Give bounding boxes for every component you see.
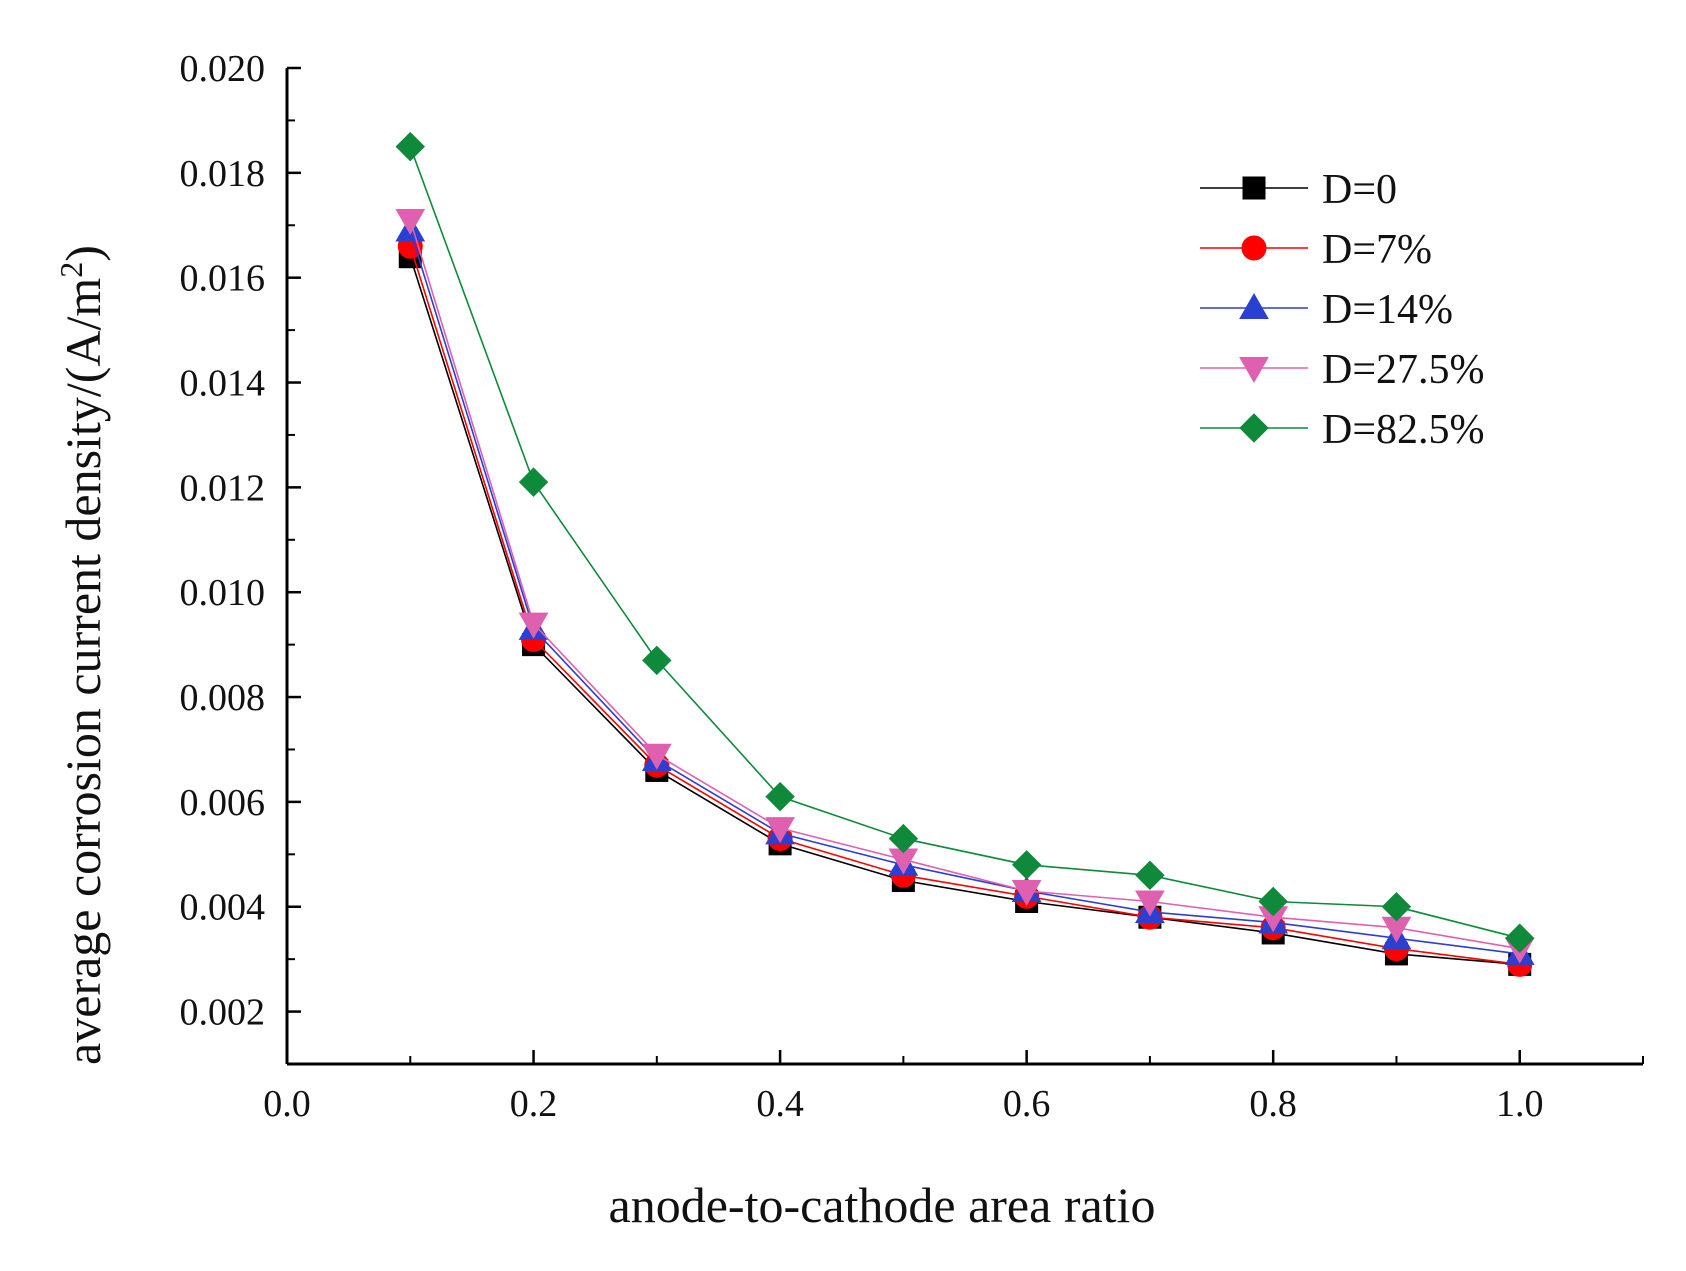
y-tick-label: 0.008 bbox=[180, 677, 266, 719]
data-point bbox=[888, 823, 919, 854]
x-tick-label: 0.0 bbox=[263, 1083, 311, 1125]
x-tick-label: 0.4 bbox=[756, 1083, 804, 1125]
data-point bbox=[518, 612, 549, 639]
legend-item: D=27.5% bbox=[1200, 347, 1485, 393]
data-point bbox=[395, 209, 426, 236]
series-line bbox=[409, 256, 1520, 966]
data-point bbox=[1011, 850, 1042, 880]
y-tick-label: 0.016 bbox=[180, 258, 266, 300]
legend-label: D=7% bbox=[1322, 227, 1432, 273]
series-line bbox=[409, 245, 1520, 966]
y-tick-label: 0.020 bbox=[180, 48, 266, 90]
data-point bbox=[765, 781, 795, 812]
legend-label: D=27.5% bbox=[1322, 347, 1485, 393]
legend-item: D=0 bbox=[1200, 167, 1397, 213]
series-line bbox=[409, 146, 1520, 939]
legend-marker bbox=[1239, 292, 1269, 319]
data-point bbox=[1011, 880, 1042, 907]
x-tick-label: 0.8 bbox=[1249, 1083, 1297, 1125]
series-layer bbox=[395, 131, 1535, 977]
y-tick-label: 0.014 bbox=[180, 363, 266, 405]
legend-label: D=14% bbox=[1322, 287, 1453, 333]
y-axis-title: average corrosion current density/(A/m2) bbox=[53, 245, 111, 1065]
axes: 0.0 0.2 0.4 0.6 0.8 1.0 0.002 0.004 0.006 0.008 0.… bbox=[180, 48, 1644, 1125]
legend-item: D=7% bbox=[1200, 227, 1432, 273]
data-point bbox=[765, 817, 795, 844]
x-tick-label: 0.2 bbox=[510, 1083, 558, 1125]
y-axis-title-main: average corrosion current density/(A/m bbox=[55, 278, 111, 1065]
y-tick-label: 0.006 bbox=[180, 782, 266, 824]
legend-item: D=14% bbox=[1200, 287, 1453, 333]
y-tick-label: 0.018 bbox=[180, 153, 266, 195]
y-tick-label: 0.010 bbox=[180, 572, 266, 614]
data-point bbox=[641, 743, 672, 770]
y-axis-title-close: ) bbox=[55, 245, 111, 262]
legend-label: D=82.5% bbox=[1322, 407, 1485, 453]
legend-marker bbox=[1239, 413, 1269, 443]
data-point bbox=[1258, 886, 1288, 917]
data-point bbox=[395, 131, 425, 162]
x-tick-label: 0.6 bbox=[1003, 1083, 1051, 1125]
legend-item: D=82.5% bbox=[1200, 407, 1485, 453]
data-point bbox=[518, 467, 549, 497]
series-line bbox=[409, 219, 1520, 950]
series-4 bbox=[395, 209, 1535, 964]
data-point bbox=[1135, 890, 1165, 917]
legend-marker bbox=[1241, 235, 1267, 261]
data-point bbox=[1505, 923, 1535, 953]
series-line bbox=[409, 230, 1520, 955]
x-tick-label: 1.0 bbox=[1496, 1083, 1544, 1125]
y-tick-label: 0.004 bbox=[180, 887, 266, 929]
series-2 bbox=[397, 233, 1533, 977]
data-point bbox=[1135, 860, 1165, 890]
legend-marker bbox=[1242, 176, 1266, 200]
legend-label: D=0 bbox=[1322, 167, 1397, 213]
legend-marker bbox=[1239, 357, 1269, 384]
x-axis-title: anode-to-cathode area ratio bbox=[609, 1177, 1156, 1233]
y-axis-title-superscript: 2 bbox=[53, 262, 89, 278]
legend: D=0 D=7% D=14% D=27.5% D=82.5% bbox=[1200, 167, 1485, 453]
y-tick-label: 0.012 bbox=[180, 467, 266, 509]
y-tick-label: 0.002 bbox=[180, 992, 266, 1034]
data-point bbox=[1381, 892, 1412, 922]
series-5 bbox=[395, 131, 1535, 953]
data-point bbox=[642, 645, 672, 676]
